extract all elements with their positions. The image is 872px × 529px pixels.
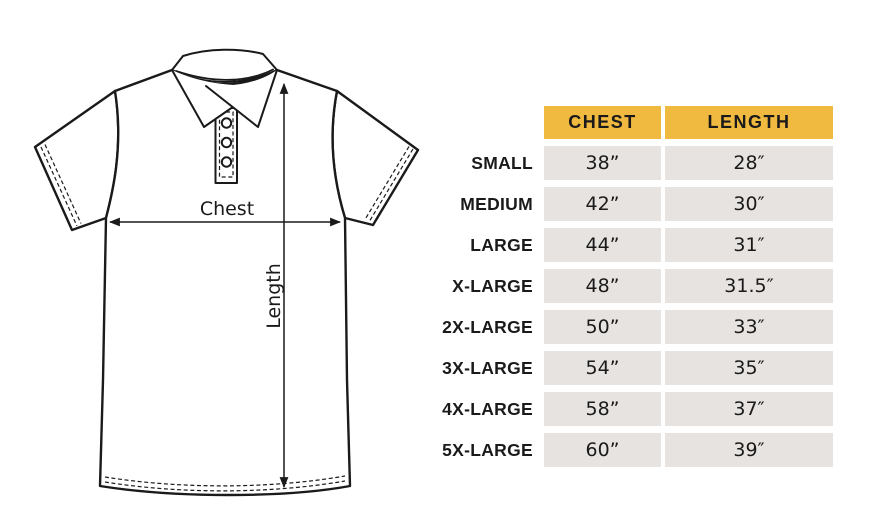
right-cuff-stitching <box>368 148 414 223</box>
chest-value-small: 38” <box>544 146 661 180</box>
row-label-x-large: X-LARGE <box>452 275 533 296</box>
length-value-x-large: 31.5″ <box>665 269 833 303</box>
collar-seam <box>175 68 274 81</box>
hem-stitching <box>104 480 346 492</box>
chest-value-5x-large: 60” <box>544 433 661 467</box>
polo-shirt-diagram: Chest Length <box>33 48 420 497</box>
right-collar-flap-edge <box>205 69 278 128</box>
length-value-small: 28″ <box>665 146 833 180</box>
chest-value-x-large: 48” <box>544 269 661 303</box>
chest-value-medium: 42” <box>544 187 661 221</box>
row-label-4x-large: 4X-LARGE <box>442 398 533 419</box>
length-value-2x-large: 33″ <box>665 310 833 344</box>
left-collar-flap <box>172 70 266 127</box>
button <box>220 136 233 149</box>
left-cuff-stitching <box>44 144 82 224</box>
right-sleeve <box>331 89 420 227</box>
right-cuff-stitching <box>364 146 410 220</box>
table-header-length: LENGTH <box>665 106 833 139</box>
left-cuff-stitching <box>40 146 78 227</box>
length-value-3x-large: 35″ <box>665 351 833 385</box>
length-value-5x-large: 39″ <box>665 433 833 467</box>
row-label-small: SMALL <box>471 152 533 173</box>
right-collar-flap <box>206 70 277 127</box>
hem-stitching <box>104 475 346 487</box>
length-value-large: 31″ <box>665 228 833 262</box>
button <box>220 117 233 129</box>
table-header-chest: CHEST <box>544 106 661 139</box>
chest-value-3x-large: 54” <box>544 351 661 385</box>
row-label-2x-large: 2X-LARGE <box>442 316 533 337</box>
table-corner-spacer <box>420 106 540 139</box>
button <box>220 156 233 168</box>
row-label-5x-large: 5X-LARGE <box>442 439 533 460</box>
row-label-large: LARGE <box>470 234 533 255</box>
chest-value-4x-large: 58” <box>544 392 661 426</box>
length-value-medium: 30″ <box>665 187 833 221</box>
chest-value-2x-large: 50” <box>544 310 661 344</box>
size-table: CHEST LENGTH SMALL 38” 28″ MEDIUM 42” 30… <box>420 106 833 467</box>
length-dimension-label: Length <box>263 263 285 329</box>
collar-band <box>171 48 278 83</box>
chest-dimension-label: Chest <box>200 198 254 220</box>
row-label-3x-large: 3X-LARGE <box>442 357 533 378</box>
length-value-4x-large: 37″ <box>665 392 833 426</box>
chest-value-large: 44” <box>544 228 661 262</box>
row-label-medium: MEDIUM <box>460 193 533 214</box>
